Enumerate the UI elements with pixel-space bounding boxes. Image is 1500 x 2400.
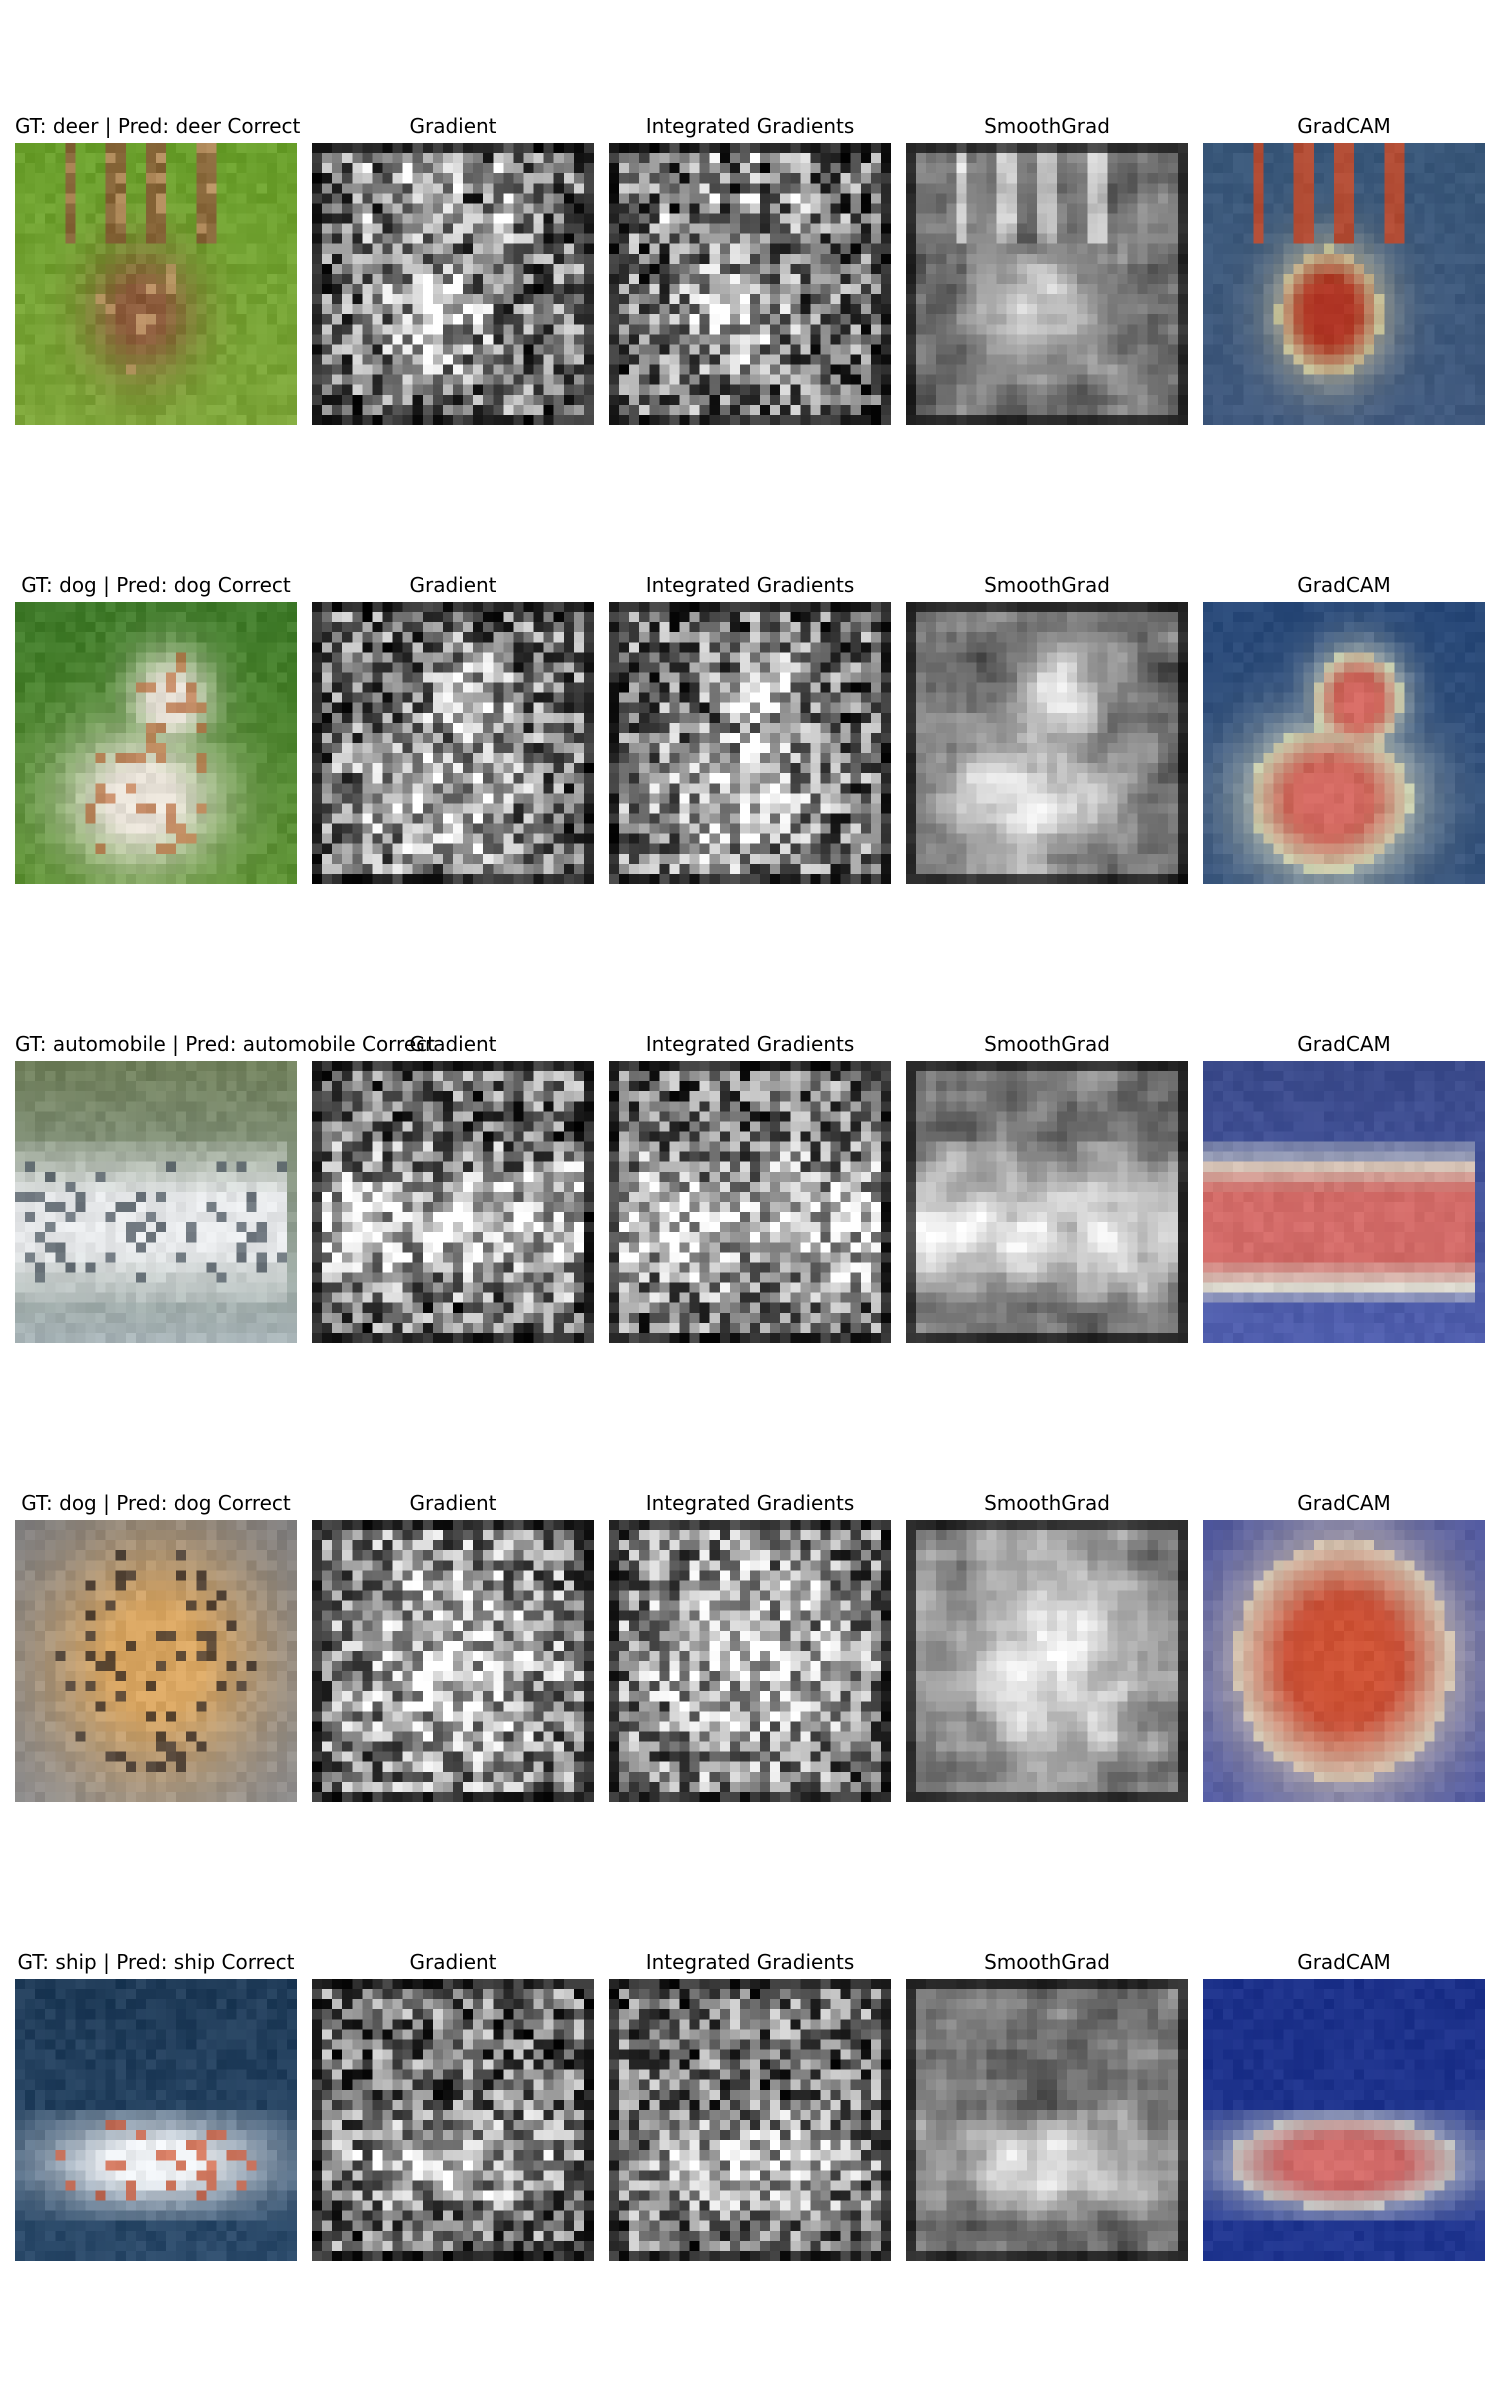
sample-label: GT: automobile | Pred: automobile Correc… xyxy=(15,1032,435,1056)
sample-label: GT: deer | Pred: deer Correct xyxy=(15,114,301,138)
method-title: Gradient xyxy=(409,114,497,138)
method-title: SmoothGrad xyxy=(984,1032,1110,1056)
method-title: Integrated Gradients xyxy=(645,573,855,597)
method-title: GradCAM xyxy=(1297,1950,1391,1974)
method-title: SmoothGrad xyxy=(984,573,1110,597)
gradcam-overlay xyxy=(1203,143,1485,425)
method-title: SmoothGrad xyxy=(984,1491,1110,1515)
integrated-gradients-map xyxy=(609,602,891,884)
method-title: SmoothGrad xyxy=(984,114,1110,138)
smoothgrad-map xyxy=(906,602,1188,884)
gradcam-overlay xyxy=(1203,602,1485,884)
gradcam-overlay xyxy=(1203,1520,1485,1802)
method-title: Integrated Gradients xyxy=(645,114,855,138)
gradient-map xyxy=(312,602,594,884)
gradient-map xyxy=(312,1061,594,1343)
method-title: GradCAM xyxy=(1297,114,1391,138)
method-title: Integrated Gradients xyxy=(645,1491,855,1515)
method-title: Gradient xyxy=(409,1032,497,1056)
method-title: Gradient xyxy=(409,1491,497,1515)
gradient-map xyxy=(312,1979,594,2261)
gradcam-overlay xyxy=(1203,1061,1485,1343)
method-title: GradCAM xyxy=(1297,1032,1391,1056)
sample-label: GT: dog | Pred: dog Correct xyxy=(21,573,291,597)
method-title: Integrated Gradients xyxy=(645,1032,855,1056)
input-image xyxy=(15,1979,297,2261)
method-title: Gradient xyxy=(409,573,497,597)
smoothgrad-map xyxy=(906,1061,1188,1343)
method-title: Integrated Gradients xyxy=(645,1950,855,1974)
smoothgrad-map xyxy=(906,143,1188,425)
gradcam-overlay xyxy=(1203,1979,1485,2261)
method-title: GradCAM xyxy=(1297,1491,1391,1515)
integrated-gradients-map xyxy=(609,1061,891,1343)
integrated-gradients-map xyxy=(609,143,891,425)
method-title: SmoothGrad xyxy=(984,1950,1110,1974)
gradient-map xyxy=(312,1520,594,1802)
method-title: Gradient xyxy=(409,1950,497,1974)
input-image xyxy=(15,602,297,884)
smoothgrad-map xyxy=(906,1520,1188,1802)
method-title: GradCAM xyxy=(1297,573,1391,597)
integrated-gradients-map xyxy=(609,1520,891,1802)
input-image xyxy=(15,1520,297,1802)
smoothgrad-map xyxy=(906,1979,1188,2261)
sample-label: GT: ship | Pred: ship Correct xyxy=(17,1950,295,1974)
integrated-gradients-map xyxy=(609,1979,891,2261)
input-image xyxy=(15,143,297,425)
sample-label: GT: dog | Pred: dog Correct xyxy=(21,1491,291,1515)
input-image xyxy=(15,1061,297,1343)
gradient-map xyxy=(312,143,594,425)
